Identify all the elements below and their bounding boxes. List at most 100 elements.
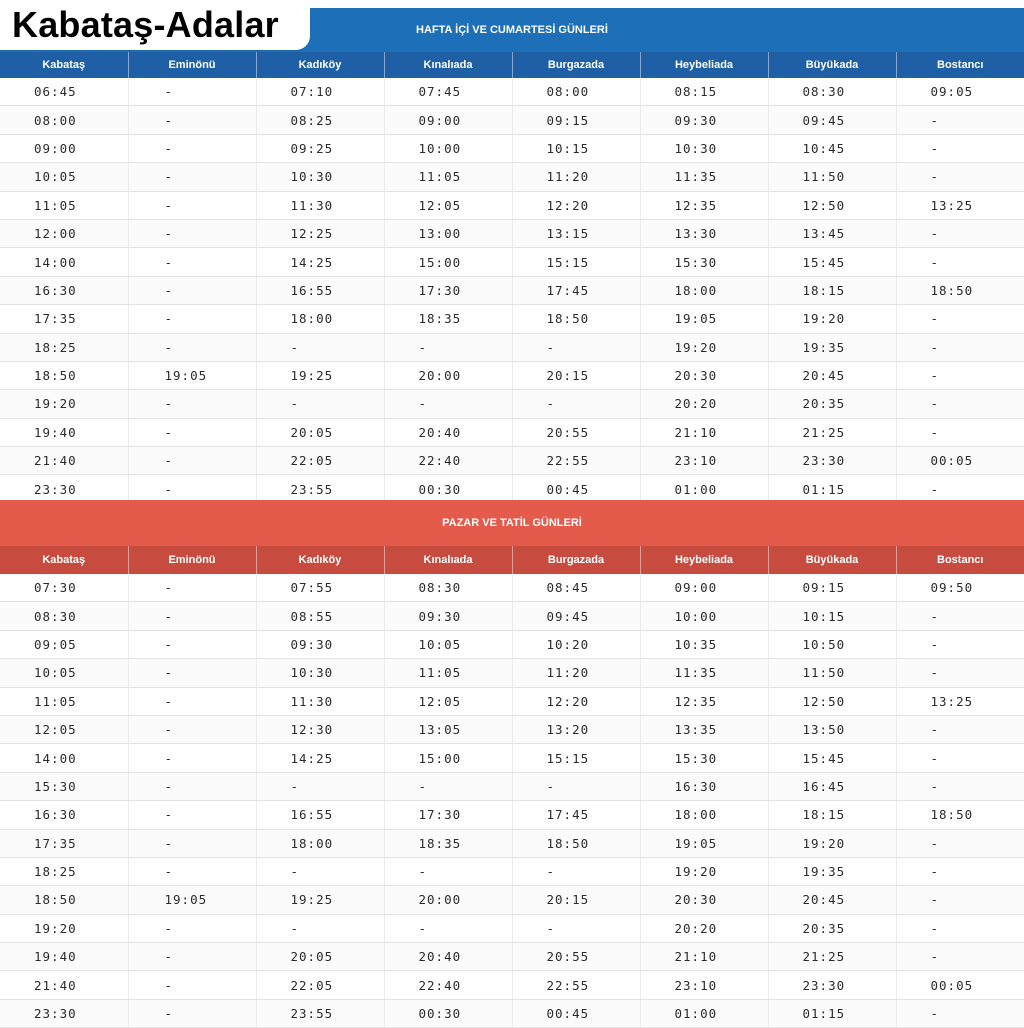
time-cell: 17:30 xyxy=(384,800,513,830)
time-cell: 15:15 xyxy=(512,743,641,773)
time-cell: 22:05 xyxy=(256,446,385,476)
time-cell: 12:20 xyxy=(512,687,641,716)
time-cell: - xyxy=(256,333,385,362)
time-cell: 08:30 xyxy=(384,574,513,603)
time-cell: 15:30 xyxy=(640,247,769,277)
time-cell: 20:30 xyxy=(640,361,769,391)
time-cell: 20:55 xyxy=(512,418,641,448)
time-cell: - xyxy=(384,772,513,802)
time-cell: - xyxy=(896,601,1024,631)
table-row: 10:05-10:30 11:05 11:20 11:35 11:50- xyxy=(0,658,1024,688)
time-cell: 15:30 xyxy=(0,772,129,802)
column-header: Bostancı xyxy=(896,52,1024,78)
time-cell: 12:20 xyxy=(512,191,641,220)
column-header: Heybeliada xyxy=(640,546,769,574)
column-header: Burgazada xyxy=(512,52,641,78)
time-cell: 10:45 xyxy=(768,134,897,164)
time-cell: - xyxy=(128,829,257,858)
time-cell: - xyxy=(512,333,641,362)
time-cell: 00:30 xyxy=(384,999,513,1028)
time-cell: 19:40 xyxy=(0,942,129,972)
table-row: 08:00-08:25 09:00 09:15 09:30 09:45- xyxy=(0,105,1024,135)
time-cell: 13:25 xyxy=(896,191,1024,220)
time-cell: - xyxy=(128,333,257,362)
table-row: 17:35-18:00 18:35 18:50 19:05 19:20- xyxy=(0,304,1024,334)
time-cell: 18:50 xyxy=(0,361,129,391)
time-cell: 17:35 xyxy=(0,304,129,334)
time-cell: - xyxy=(128,800,257,830)
time-cell: 21:10 xyxy=(640,418,769,448)
time-cell: - xyxy=(896,389,1024,419)
table-row: 12:05-12:30 13:05 13:20 13:35 13:50- xyxy=(0,715,1024,745)
table-row: 18:25- - - -19:20 19:35- xyxy=(0,857,1024,887)
time-cell: 09:50 xyxy=(896,574,1024,603)
time-cell: 14:25 xyxy=(256,247,385,277)
time-cell: 09:05 xyxy=(896,78,1024,107)
table-row: 19:40-20:05 20:40 20:55 21:10 21:25- xyxy=(0,942,1024,972)
time-cell: 12:00 xyxy=(0,219,129,249)
time-cell: 01:00 xyxy=(640,999,769,1028)
time-cell: 09:05 xyxy=(0,630,129,660)
time-cell: - xyxy=(128,105,257,135)
time-cell: 11:35 xyxy=(640,658,769,688)
time-cell: 21:10 xyxy=(640,942,769,972)
time-cell: 13:00 xyxy=(384,219,513,249)
time-cell: 19:25 xyxy=(256,885,385,915)
time-cell: 18:50 xyxy=(512,304,641,334)
time-cell: - xyxy=(128,687,257,716)
time-cell: 10:05 xyxy=(0,658,129,688)
time-cell: 21:25 xyxy=(768,942,897,972)
weekday-timetable: Kabataş Eminönü Kadıköy Kınalıada Burgazada H… xyxy=(0,52,1024,504)
column-header: Büyükada xyxy=(768,546,897,574)
time-cell: 08:25 xyxy=(256,105,385,135)
table-row: 16:30-16:55 17:30 17:45 18:00 18:15 18:50 xyxy=(0,800,1024,830)
table-row: 18:50 19:05 19:25 20:00 20:15 20:30 20:45- xyxy=(0,885,1024,915)
time-cell: 19:20 xyxy=(640,857,769,887)
table-row: 08:30-08:55 09:30 09:45 10:00 10:15- xyxy=(0,601,1024,631)
time-cell: 12:50 xyxy=(768,191,897,220)
time-cell: - xyxy=(512,857,641,887)
time-cell: 08:00 xyxy=(0,105,129,135)
column-header: Kabataş xyxy=(0,546,129,574)
table-row: 23:30-23:55 00:30 00:45 01:00 01:15- xyxy=(0,999,1024,1028)
time-cell: 11:05 xyxy=(384,658,513,688)
time-cell: 20:20 xyxy=(640,389,769,419)
time-cell: 10:05 xyxy=(384,630,513,660)
time-cell: 13:15 xyxy=(512,219,641,249)
time-cell: - xyxy=(128,857,257,887)
time-cell: 16:55 xyxy=(256,800,385,830)
time-cell: - xyxy=(256,389,385,419)
time-cell: 18:35 xyxy=(384,829,513,858)
time-cell: 12:35 xyxy=(640,191,769,220)
time-cell: 12:05 xyxy=(384,687,513,716)
time-cell: 10:30 xyxy=(256,162,385,192)
table-row: 06:45-07:10 07:45 08:00 08:15 08:30 09:05 xyxy=(0,78,1024,107)
time-cell: - xyxy=(128,942,257,972)
time-cell: 08:55 xyxy=(256,601,385,631)
time-cell: 23:30 xyxy=(768,970,897,1000)
time-cell: 15:15 xyxy=(512,247,641,277)
time-cell: 12:05 xyxy=(0,715,129,745)
time-cell: - xyxy=(896,857,1024,887)
time-cell: 23:55 xyxy=(256,474,385,504)
table-row: 16:30-16:55 17:30 17:45 18:00 18:15 18:50 xyxy=(0,276,1024,306)
time-cell: 11:05 xyxy=(0,687,129,716)
time-cell: - xyxy=(128,970,257,1000)
time-cell: - xyxy=(128,219,257,249)
weekend-timetable: Kabataş Eminönü Kadıköy Kınalıada Burgazada H… xyxy=(0,546,1024,1028)
time-cell: - xyxy=(128,247,257,277)
time-cell: 11:50 xyxy=(768,162,897,192)
time-cell: - xyxy=(128,574,257,603)
time-cell: - xyxy=(256,857,385,887)
time-cell: - xyxy=(896,418,1024,448)
time-cell: 13:45 xyxy=(768,219,897,249)
time-cell: - xyxy=(128,999,257,1028)
time-cell: 11:05 xyxy=(0,191,129,220)
weekday-rows: 06:45-07:10 07:45 08:00 08:15 08:30 09:05 08:0… xyxy=(0,78,1024,504)
time-cell: - xyxy=(384,857,513,887)
time-cell: 20:05 xyxy=(256,942,385,972)
time-cell: 20:15 xyxy=(512,885,641,915)
time-cell: 18:50 xyxy=(0,885,129,915)
time-cell: 20:35 xyxy=(768,914,897,944)
time-cell: 14:25 xyxy=(256,743,385,773)
